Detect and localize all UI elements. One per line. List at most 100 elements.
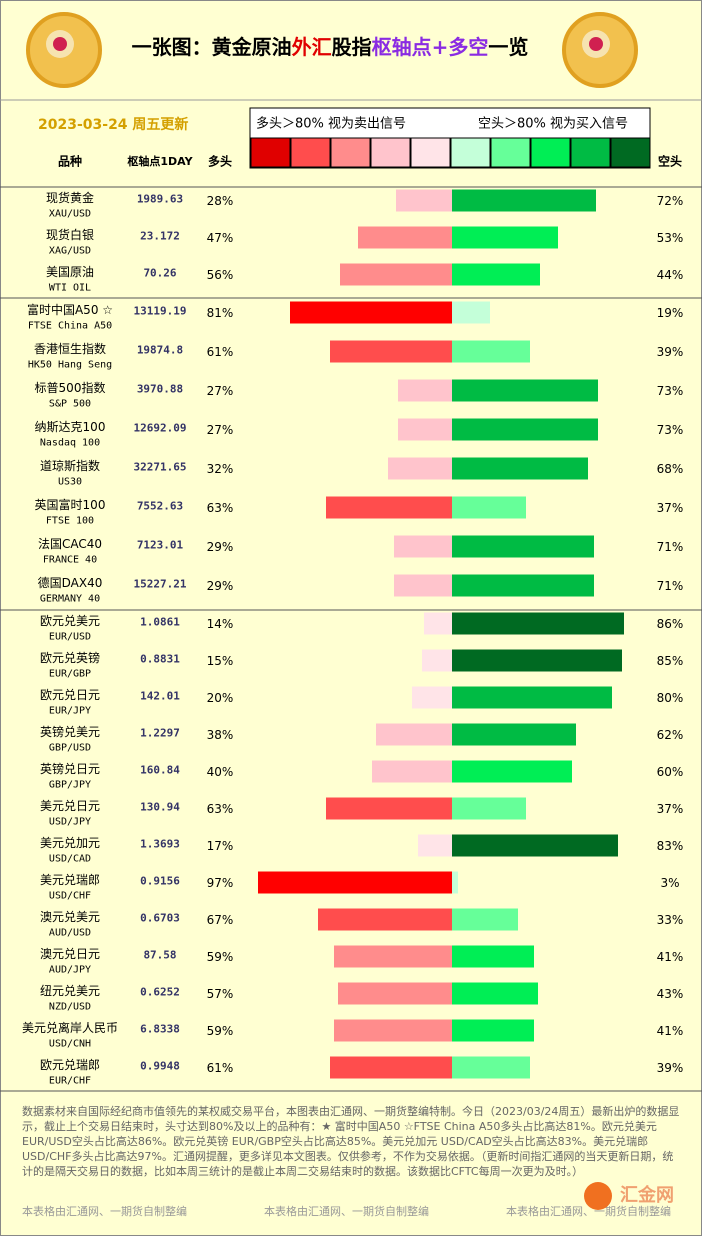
long-label: 67% <box>207 913 234 927</box>
row-name: 英镑兑美元 <box>40 724 100 739</box>
short-bar <box>452 908 518 931</box>
row-name: 欧元兑英镑 <box>40 650 100 665</box>
row-name: 法国CAC40 <box>38 537 102 551</box>
row-code: Nasdaq 100 <box>40 438 100 449</box>
legend-short: 空头＞80% 视为买入信号 <box>478 117 628 132</box>
pivot: 0.6252 <box>140 986 180 999</box>
long-label: 27% <box>207 423 234 437</box>
pivot: 0.8831 <box>140 653 180 666</box>
long-bar <box>422 649 452 672</box>
long-label: 57% <box>207 987 234 1001</box>
long-label: 56% <box>207 268 234 282</box>
pivot: 0.6703 <box>140 912 180 925</box>
short-label: 83% <box>657 839 684 853</box>
short-label: 33% <box>657 913 684 927</box>
row-name: 美元兑瑞郎 <box>40 873 100 887</box>
long-bar <box>412 686 452 709</box>
short-label: 73% <box>657 423 684 437</box>
long-label: 32% <box>207 462 234 476</box>
pivot: 15227.21 <box>134 578 187 591</box>
row-code: NZD/USD <box>49 1002 91 1013</box>
long-label: 97% <box>207 876 234 890</box>
pivot: 0.9948 <box>140 1060 180 1073</box>
long-label: 59% <box>207 950 234 964</box>
short-bar <box>452 535 594 558</box>
short-bar <box>452 418 598 441</box>
legend-swatch <box>330 137 371 168</box>
long-label: 61% <box>207 1061 234 1075</box>
long-bar <box>418 834 452 857</box>
short-bar <box>452 982 538 1005</box>
row-code: GBP/JPY <box>49 780 91 791</box>
row-code: XAU/USD <box>49 209 91 220</box>
title-part: 枢轴点+多空 <box>372 35 489 59</box>
title-part: 一览 <box>488 35 528 59</box>
pivot: 70.26 <box>143 267 176 280</box>
long-bar <box>340 263 452 286</box>
row-code: USD/CAD <box>49 854 91 865</box>
row-code: EUR/USD <box>49 632 91 643</box>
long-bar <box>398 379 452 402</box>
row-name: 欧元兑日元 <box>40 688 100 702</box>
row-name: 美元兑日元 <box>40 799 100 813</box>
row-code: GBP/USD <box>49 743 91 754</box>
long-label: 29% <box>207 579 234 593</box>
col-short: 空头 <box>658 154 682 169</box>
long-bar <box>394 574 452 597</box>
brand: 汇金网 <box>620 1184 674 1206</box>
legend-swatch <box>530 137 571 168</box>
short-bar <box>452 496 526 519</box>
legend-swatch <box>570 137 611 168</box>
row-name: 香港恒生指数 <box>34 341 106 356</box>
short-bar <box>452 574 594 597</box>
pivot: 23.172 <box>140 230 180 243</box>
pivot: 130.94 <box>140 801 180 814</box>
pivot: 1.3693 <box>140 838 180 851</box>
long-label: 17% <box>207 839 234 853</box>
legend-swatch <box>290 137 331 168</box>
short-label: 37% <box>657 802 684 816</box>
short-label: 85% <box>657 654 684 668</box>
short-label: 39% <box>657 345 684 359</box>
pivot: 32271.65 <box>134 461 187 474</box>
short-bar <box>452 649 622 672</box>
pivot: 13119.19 <box>134 305 187 318</box>
short-label: 41% <box>657 1024 684 1038</box>
short-bar <box>452 760 572 783</box>
row-name: 美国原油 <box>46 265 94 279</box>
row-name: 富时中国A50 ☆ <box>27 302 113 317</box>
short-bar <box>452 1019 534 1042</box>
row-code: EUR/GBP <box>49 669 91 680</box>
long-bar <box>334 1019 452 1042</box>
short-bar <box>452 834 618 857</box>
short-label: 37% <box>657 501 684 515</box>
pivot: 3970.88 <box>137 383 183 396</box>
title: 一张图：黄金原油外汇股指枢轴点+多空一览 <box>132 35 529 59</box>
row-code: GERMANY 40 <box>40 594 100 605</box>
row-code: AUD/USD <box>49 928 91 939</box>
long-bar <box>258 871 452 894</box>
row-code: XAG/USD <box>49 246 91 257</box>
row-code: FTSE China A50 <box>28 321 112 332</box>
row-name: 纽元兑美元 <box>40 984 100 998</box>
pivot: 7123.01 <box>137 539 184 552</box>
title-part: 一张图：黄金原油 <box>132 35 292 59</box>
long-bar <box>398 418 452 441</box>
short-bar <box>452 1056 530 1079</box>
long-bar <box>376 723 452 746</box>
short-label: 71% <box>657 540 684 554</box>
pivot: 1.2297 <box>140 727 180 740</box>
pivot: 1989.63 <box>137 193 183 206</box>
short-bar <box>452 379 598 402</box>
row-name: 澳元兑美元 <box>40 910 100 924</box>
row-name: 美元兑离岸人民币 <box>22 1020 118 1035</box>
row-name: 英国富时100 <box>35 497 106 512</box>
row-code: FRANCE 40 <box>43 555 97 566</box>
long-bar <box>358 226 452 249</box>
logo <box>26 12 102 88</box>
long-bar <box>372 760 452 783</box>
short-bar <box>452 723 576 746</box>
row-name: 现货白银 <box>46 227 94 242</box>
row-code: USD/JPY <box>49 817 91 828</box>
col-long: 多头 <box>208 154 232 169</box>
